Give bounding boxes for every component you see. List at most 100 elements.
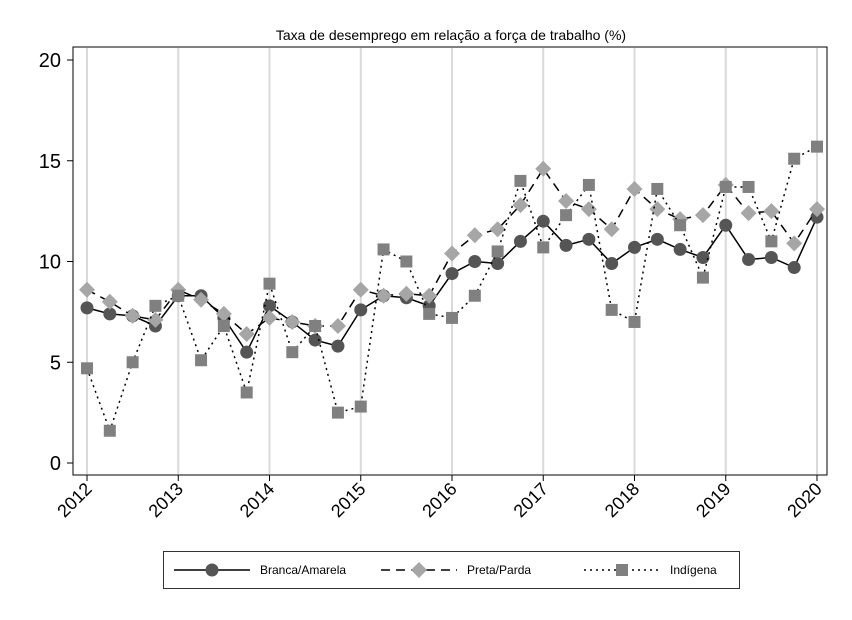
data-point: [103, 307, 117, 321]
legend-item-preta: Preta/Parda: [379, 552, 531, 588]
data-point: [195, 354, 208, 367]
x-tick-label: 2018: [601, 479, 643, 521]
data-point: [423, 307, 436, 320]
data-point: [764, 250, 778, 264]
data-point: [329, 317, 346, 334]
data-point: [309, 319, 322, 332]
data-point: [468, 289, 481, 302]
data-point: [582, 178, 595, 191]
data-point: [491, 257, 505, 271]
data-point: [810, 210, 824, 224]
x-tick-label: 2019: [692, 479, 734, 521]
series-2: [81, 140, 823, 437]
x-tick-label: 2016: [418, 479, 460, 521]
data-point: [238, 326, 255, 343]
data-point: [605, 303, 618, 316]
data-point: [446, 311, 458, 324]
data-point: [331, 406, 344, 419]
data-point: [421, 287, 438, 304]
x-axis: 2012 2013 2014 2015 2016 2017 2018 2019 2020: [53, 475, 826, 521]
data-point: [560, 209, 573, 222]
data-point: [308, 333, 322, 347]
data-point: [809, 201, 825, 218]
data-point: [740, 205, 757, 222]
data-point: [354, 400, 367, 413]
legend: Branca/Amarela Preta/Parda Indígena: [163, 551, 740, 589]
series-group: [79, 140, 825, 437]
y-tick-label: 10: [39, 252, 61, 274]
data-point: [215, 305, 232, 322]
data-point: [765, 235, 778, 248]
data-point: [331, 339, 345, 353]
data-point: [628, 240, 641, 254]
data-point: [286, 346, 299, 359]
data-point: [811, 140, 823, 153]
legend-label-preta: Preta/Parda: [467, 563, 532, 577]
x-tick-label: 2013: [145, 479, 187, 521]
data-point: [582, 232, 596, 246]
y-axis: 0 5 10 15 20: [39, 50, 73, 475]
y-tick-label: 15: [39, 151, 61, 173]
y-tick-label: 5: [50, 352, 61, 374]
data-point: [284, 313, 301, 330]
data-point: [742, 180, 755, 193]
data-point: [80, 301, 94, 315]
data-point: [788, 152, 801, 165]
data-point: [628, 315, 641, 328]
data-point: [445, 267, 459, 281]
data-point: [535, 160, 552, 177]
data-point: [240, 386, 253, 399]
data-point: [354, 303, 368, 317]
data-point: [673, 242, 687, 256]
x-tick-label: 2017: [510, 479, 552, 521]
data-point: [172, 289, 185, 302]
legend-symbol-branca: [174, 563, 250, 577]
legend-symbol-preta: [381, 562, 457, 578]
chart-title: Taxa de desemprego em relação a força de…: [276, 27, 626, 43]
data-point: [240, 345, 254, 359]
data-point: [694, 207, 711, 224]
x-tick-label: 2020: [783, 479, 825, 521]
data-point: [79, 281, 95, 298]
data-point: [603, 221, 620, 238]
data-point: [512, 197, 529, 214]
data-point: [444, 245, 460, 262]
data-point: [787, 261, 801, 275]
data-point: [626, 180, 643, 197]
data-point: [261, 309, 278, 326]
y-tick-label: 0: [50, 453, 61, 475]
y-tick-label: 20: [39, 50, 61, 72]
x-tick-label: 2012: [53, 479, 95, 521]
data-point: [605, 257, 619, 271]
data-point: [124, 307, 141, 324]
legend-symbol-indigena: [584, 564, 660, 576]
series-1: [79, 160, 825, 343]
data-point: [580, 201, 597, 218]
data-point: [81, 362, 93, 375]
data-point: [491, 245, 504, 258]
data-point: [398, 285, 415, 302]
data-point: [650, 232, 664, 246]
data-point: [468, 255, 482, 268]
data-point: [742, 252, 756, 266]
data-point: [147, 311, 164, 328]
data-point: [466, 227, 483, 244]
data-point: [400, 255, 413, 268]
data-point: [377, 243, 390, 256]
data-point: [352, 281, 369, 298]
data-point: [559, 238, 573, 252]
data-point: [651, 182, 664, 195]
data-point: [375, 287, 392, 304]
data-point: [126, 356, 139, 369]
data-point: [719, 218, 733, 232]
series-line-2: [86, 145, 818, 434]
data-point: [193, 291, 210, 308]
data-point: [263, 277, 276, 290]
data-point: [786, 235, 803, 252]
data-point: [103, 424, 116, 437]
data-point: [217, 319, 230, 332]
data-point: [696, 250, 710, 264]
data-point: [537, 241, 550, 254]
legend-item-indigena: Indígena: [582, 552, 717, 588]
